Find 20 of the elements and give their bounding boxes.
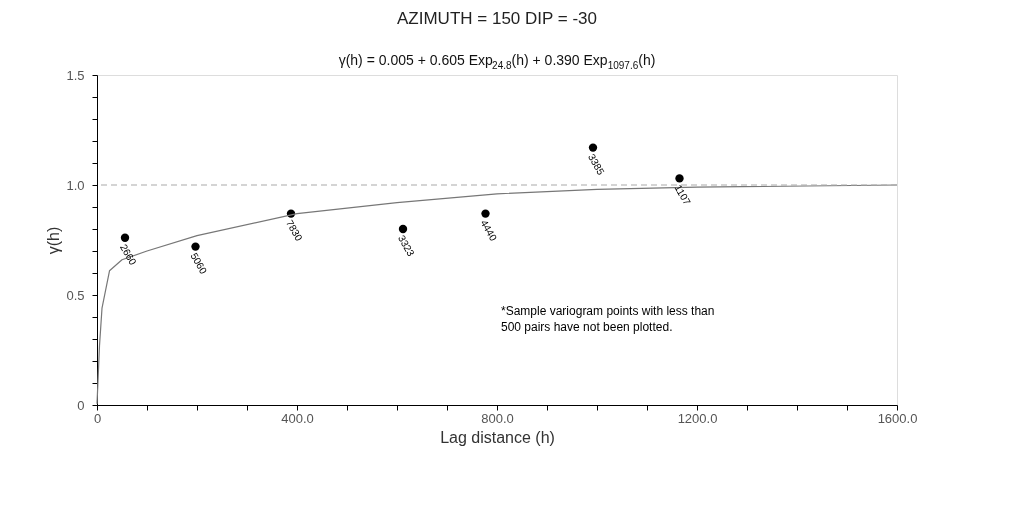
y-tick-label: 0 [77, 397, 85, 413]
x-tick-label: 0 [93, 410, 102, 426]
y-axis-title: γ(h) [45, 226, 63, 255]
point [120, 233, 130, 242]
point [675, 174, 684, 183]
point [398, 224, 408, 234]
x-tick-label: 800.0 [481, 410, 514, 426]
annotation: 500 pairs have not been plotted. [501, 320, 673, 334]
chart-title: AZIMUTH = 150 DIP = -30 [397, 9, 597, 28]
annotation: *Sample variogram points with less than [501, 304, 715, 318]
y-tick-label: 0.5 [66, 287, 85, 303]
x-tick-label: 400.0 [281, 410, 314, 426]
x-tick-label: 1600.0 [877, 410, 918, 426]
x-tick-label: 1200.0 [677, 410, 718, 426]
point [191, 242, 200, 251]
point [588, 143, 598, 152]
y-tick-label: 1.5 [66, 67, 85, 83]
x-axis-title: Lag distance (h) [440, 428, 555, 446]
point [481, 209, 490, 218]
y-tick-label: 1.0 [66, 177, 85, 193]
